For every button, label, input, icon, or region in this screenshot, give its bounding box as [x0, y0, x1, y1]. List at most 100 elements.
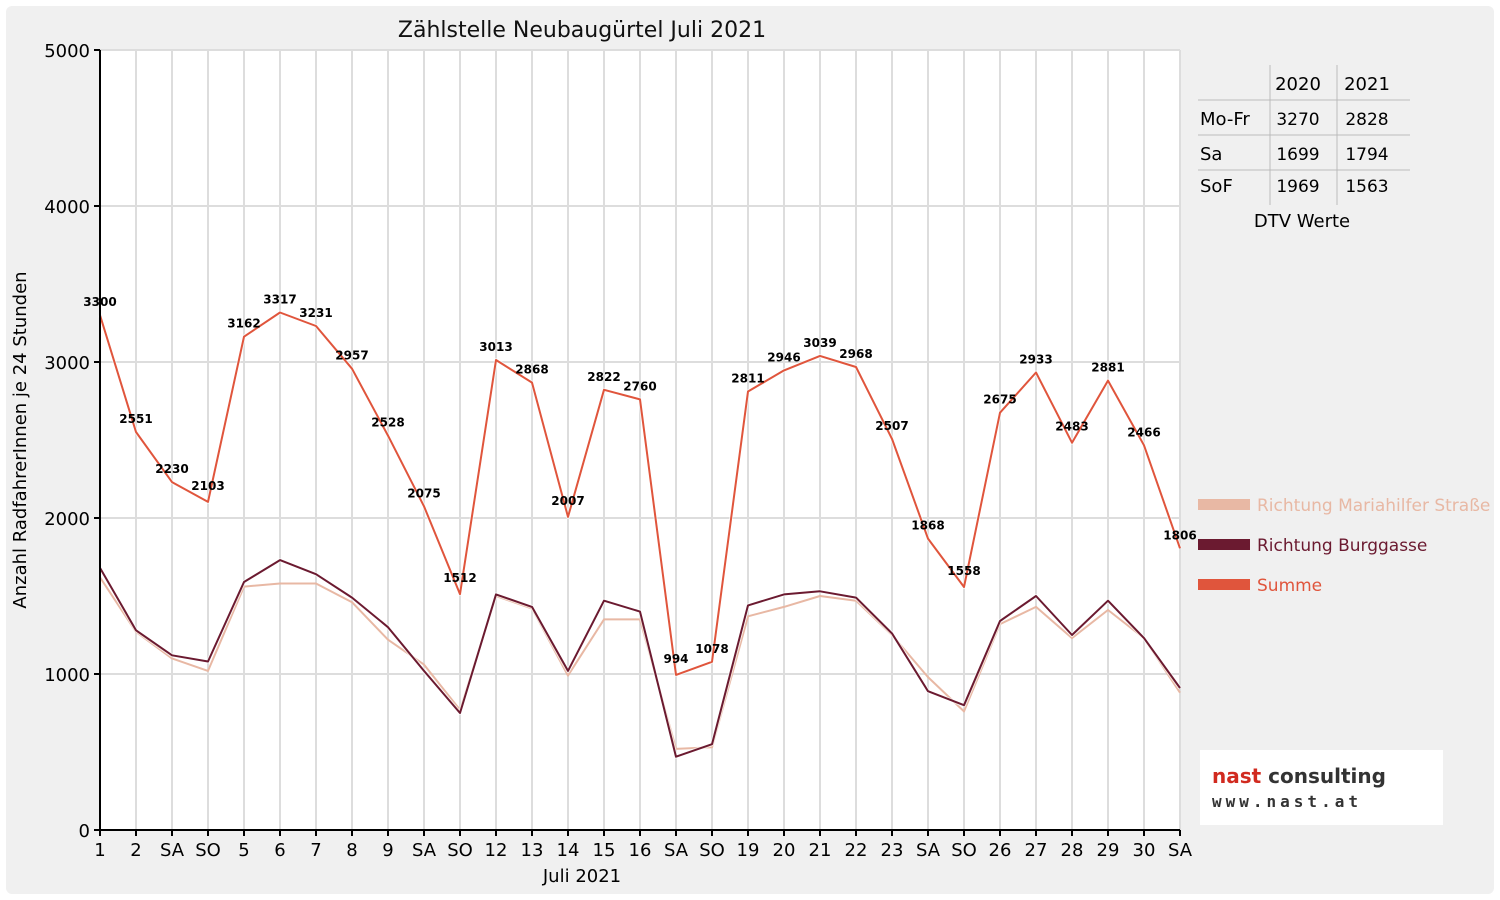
x-tick-label: SO	[447, 840, 473, 861]
data-label: 2881	[1091, 361, 1124, 375]
data-label: 3317	[263, 293, 296, 307]
legend-label: Summe	[1257, 576, 1322, 596]
dtv-cell: 1563	[1345, 177, 1388, 197]
x-tick-label: SA	[1168, 840, 1193, 861]
data-label: 3013	[479, 340, 512, 354]
dtv-row-label: Sa	[1200, 144, 1222, 165]
data-label: 2675	[983, 393, 1016, 407]
x-tick-label: 8	[346, 840, 357, 861]
legend-swatch	[1198, 579, 1250, 590]
data-labels: 3300255122302103316233173231295725282075…	[83, 293, 1196, 666]
logo-brand-a: nast	[1212, 764, 1262, 788]
x-tick-label: SO	[951, 840, 977, 861]
data-label: 1078	[695, 642, 728, 656]
grid	[100, 49, 1181, 830]
dtv-cell: 3270	[1276, 110, 1319, 130]
x-tick-label: 21	[809, 840, 832, 861]
y-tick-label: 5000	[44, 41, 90, 62]
dtv-row-label: Mo-Fr	[1200, 109, 1250, 130]
x-tick-label: 1	[94, 840, 105, 861]
data-label: 1558	[947, 564, 980, 578]
logo-brand-b: consulting	[1261, 764, 1386, 788]
legend-swatch	[1198, 499, 1250, 510]
data-label: 1512	[443, 571, 476, 585]
x-tick-label: 13	[521, 840, 544, 861]
data-label: 2760	[623, 379, 656, 393]
y-tick-label: 3000	[44, 353, 90, 374]
x-tick-label: 12	[485, 840, 508, 861]
x-tick-label: SA	[412, 840, 437, 861]
y-tick-label: 2000	[44, 509, 90, 530]
data-label: 1868	[911, 519, 944, 533]
data-label: 2811	[731, 371, 764, 385]
data-label: 2933	[1019, 352, 1052, 366]
data-label: 2957	[335, 349, 368, 363]
data-label: 2483	[1055, 420, 1088, 434]
data-label: 2507	[875, 419, 908, 433]
dtv-cell: 2828	[1345, 110, 1388, 130]
x-tick-label: SA	[160, 840, 185, 861]
series-lines	[98, 310, 1182, 759]
x-axis: 1 2 SA SO 5 6 7 8 9 SA SO 12 13 14 15 16 SA SO 19 20 21 22 23 S…	[94, 830, 1193, 861]
x-tick-label: 29	[1097, 840, 1120, 861]
x-tick-label: SA	[664, 840, 689, 861]
dtv-table: 2020 2021 Mo-Fr 3270 2828 Sa 1699 1794 S…	[1198, 65, 1410, 232]
data-label: 3162	[227, 317, 260, 331]
series-line-burggasse	[99, 559, 1181, 758]
data-label: 2528	[371, 416, 404, 430]
dtv-cell: 1699	[1276, 145, 1319, 165]
data-label: 2103	[191, 479, 224, 493]
data-label: 2551	[119, 412, 152, 426]
x-tick-label: SO	[195, 840, 221, 861]
y-tick-label: 4000	[44, 197, 90, 218]
legend-swatch	[1198, 539, 1250, 550]
chart-title: Zählstelle Neubaugürtel Juli 2021	[398, 18, 766, 43]
dtv-cell: 1794	[1345, 145, 1388, 165]
dtv-col-2020: 2020	[1275, 74, 1321, 95]
x-tick-label: SA	[916, 840, 941, 861]
x-tick-label: 16	[629, 840, 652, 861]
data-label: 1806	[1163, 528, 1196, 542]
x-tick-label: 15	[593, 840, 616, 861]
x-tick-label: 19	[737, 840, 760, 861]
y-axis: 0 1000 2000 3000 4000 5000	[44, 41, 100, 842]
x-tick-label: 2	[130, 840, 141, 861]
x-tick-label: 6	[274, 840, 285, 861]
data-label: 2075	[407, 486, 440, 500]
x-axis-label: Juli 2021	[542, 866, 621, 887]
x-tick-label: 28	[1061, 840, 1084, 861]
x-tick-label: 20	[773, 840, 796, 861]
dtv-caption: DTV Werte	[1254, 211, 1350, 232]
x-tick-label: 9	[382, 840, 393, 861]
data-label: 2007	[551, 494, 584, 508]
y-tick-label: 0	[79, 821, 90, 842]
y-tick-label: 1000	[44, 665, 90, 686]
x-tick-label: SO	[699, 840, 725, 861]
data-label: 2822	[587, 370, 620, 384]
legend-label: Richtung Burggasse	[1257, 536, 1427, 556]
x-tick-label: 30	[1133, 840, 1156, 861]
data-label: 2230	[155, 462, 188, 476]
data-label: 3039	[803, 336, 836, 350]
y-axis-label: Anzahl RadfahrerInnen je 24 Stunden	[10, 271, 31, 608]
dtv-cell: 1969	[1276, 177, 1319, 197]
data-label: 2968	[839, 347, 872, 361]
legend: Richtung Mariahilfer Straße Richtung Burg…	[1198, 496, 1490, 596]
logo-url: www.nast.at	[1212, 792, 1362, 811]
x-tick-label: 26	[989, 840, 1012, 861]
x-tick-label: 7	[310, 840, 321, 861]
data-label: 2466	[1127, 425, 1160, 439]
x-tick-label: 23	[881, 840, 904, 861]
dtv-row-label: SoF	[1200, 176, 1233, 197]
data-label: 2868	[515, 363, 548, 377]
dtv-col-2021: 2021	[1344, 74, 1390, 95]
data-label: 3231	[299, 306, 332, 320]
x-tick-label: 27	[1025, 840, 1048, 861]
nast-logo: nast consulting www.nast.at	[1200, 750, 1443, 825]
x-tick-label: 22	[845, 840, 868, 861]
data-label: 2946	[767, 350, 800, 364]
legend-label: Richtung Mariahilfer Straße	[1257, 496, 1490, 516]
x-tick-label: 5	[238, 840, 249, 861]
data-label: 994	[663, 652, 688, 666]
